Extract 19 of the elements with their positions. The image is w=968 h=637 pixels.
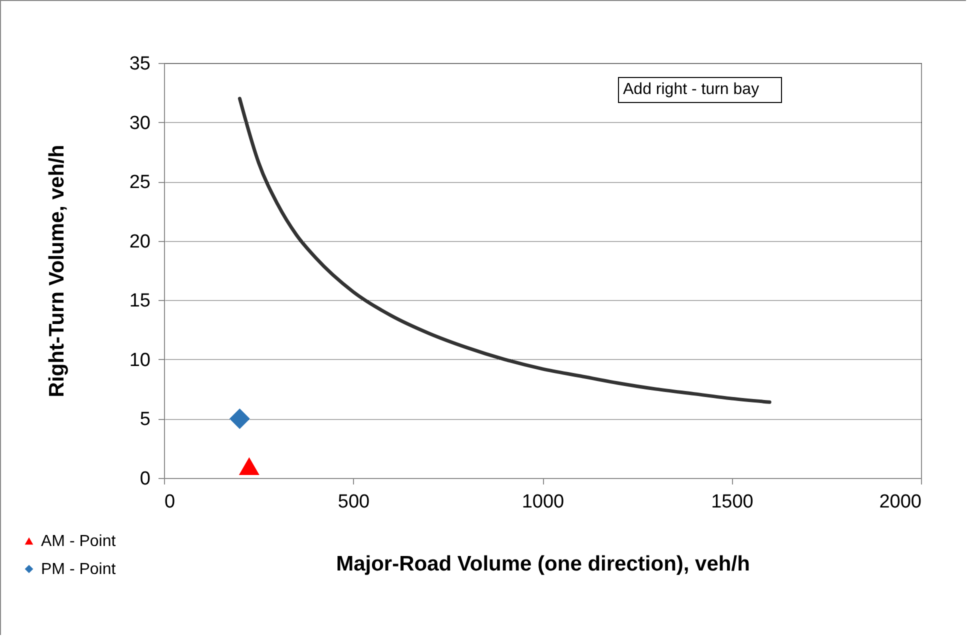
y-tick-label: 5 [140,409,150,430]
text-box: Add right - turn bay [618,77,782,103]
x-tick-label: 1500 [711,492,754,512]
x-tick-label: 0 [164,492,176,512]
y-tick-label: 10 [129,350,150,371]
legend-label: PM - Point [41,561,116,578]
y-tick-label: 15 [129,290,150,312]
y-tick-label: 20 [129,231,150,252]
x-tick-label: 500 [338,492,370,512]
y-tick-label: 30 [129,112,150,134]
line-series [238,96,772,404]
x-axis-title: Major-Road Volume (one direction), veh/h [336,552,750,576]
legend-label: AM - Point [41,533,116,550]
y-tick-label: 25 [129,172,150,194]
y-tick-label: 0 [140,468,150,490]
y-tick-label: 35 [129,54,150,74]
y-axis-title: Right-Turn Volume, veh/h [45,144,68,398]
x-tick-label: 2000 [879,492,922,512]
x-tick-label: 1000 [522,492,564,512]
